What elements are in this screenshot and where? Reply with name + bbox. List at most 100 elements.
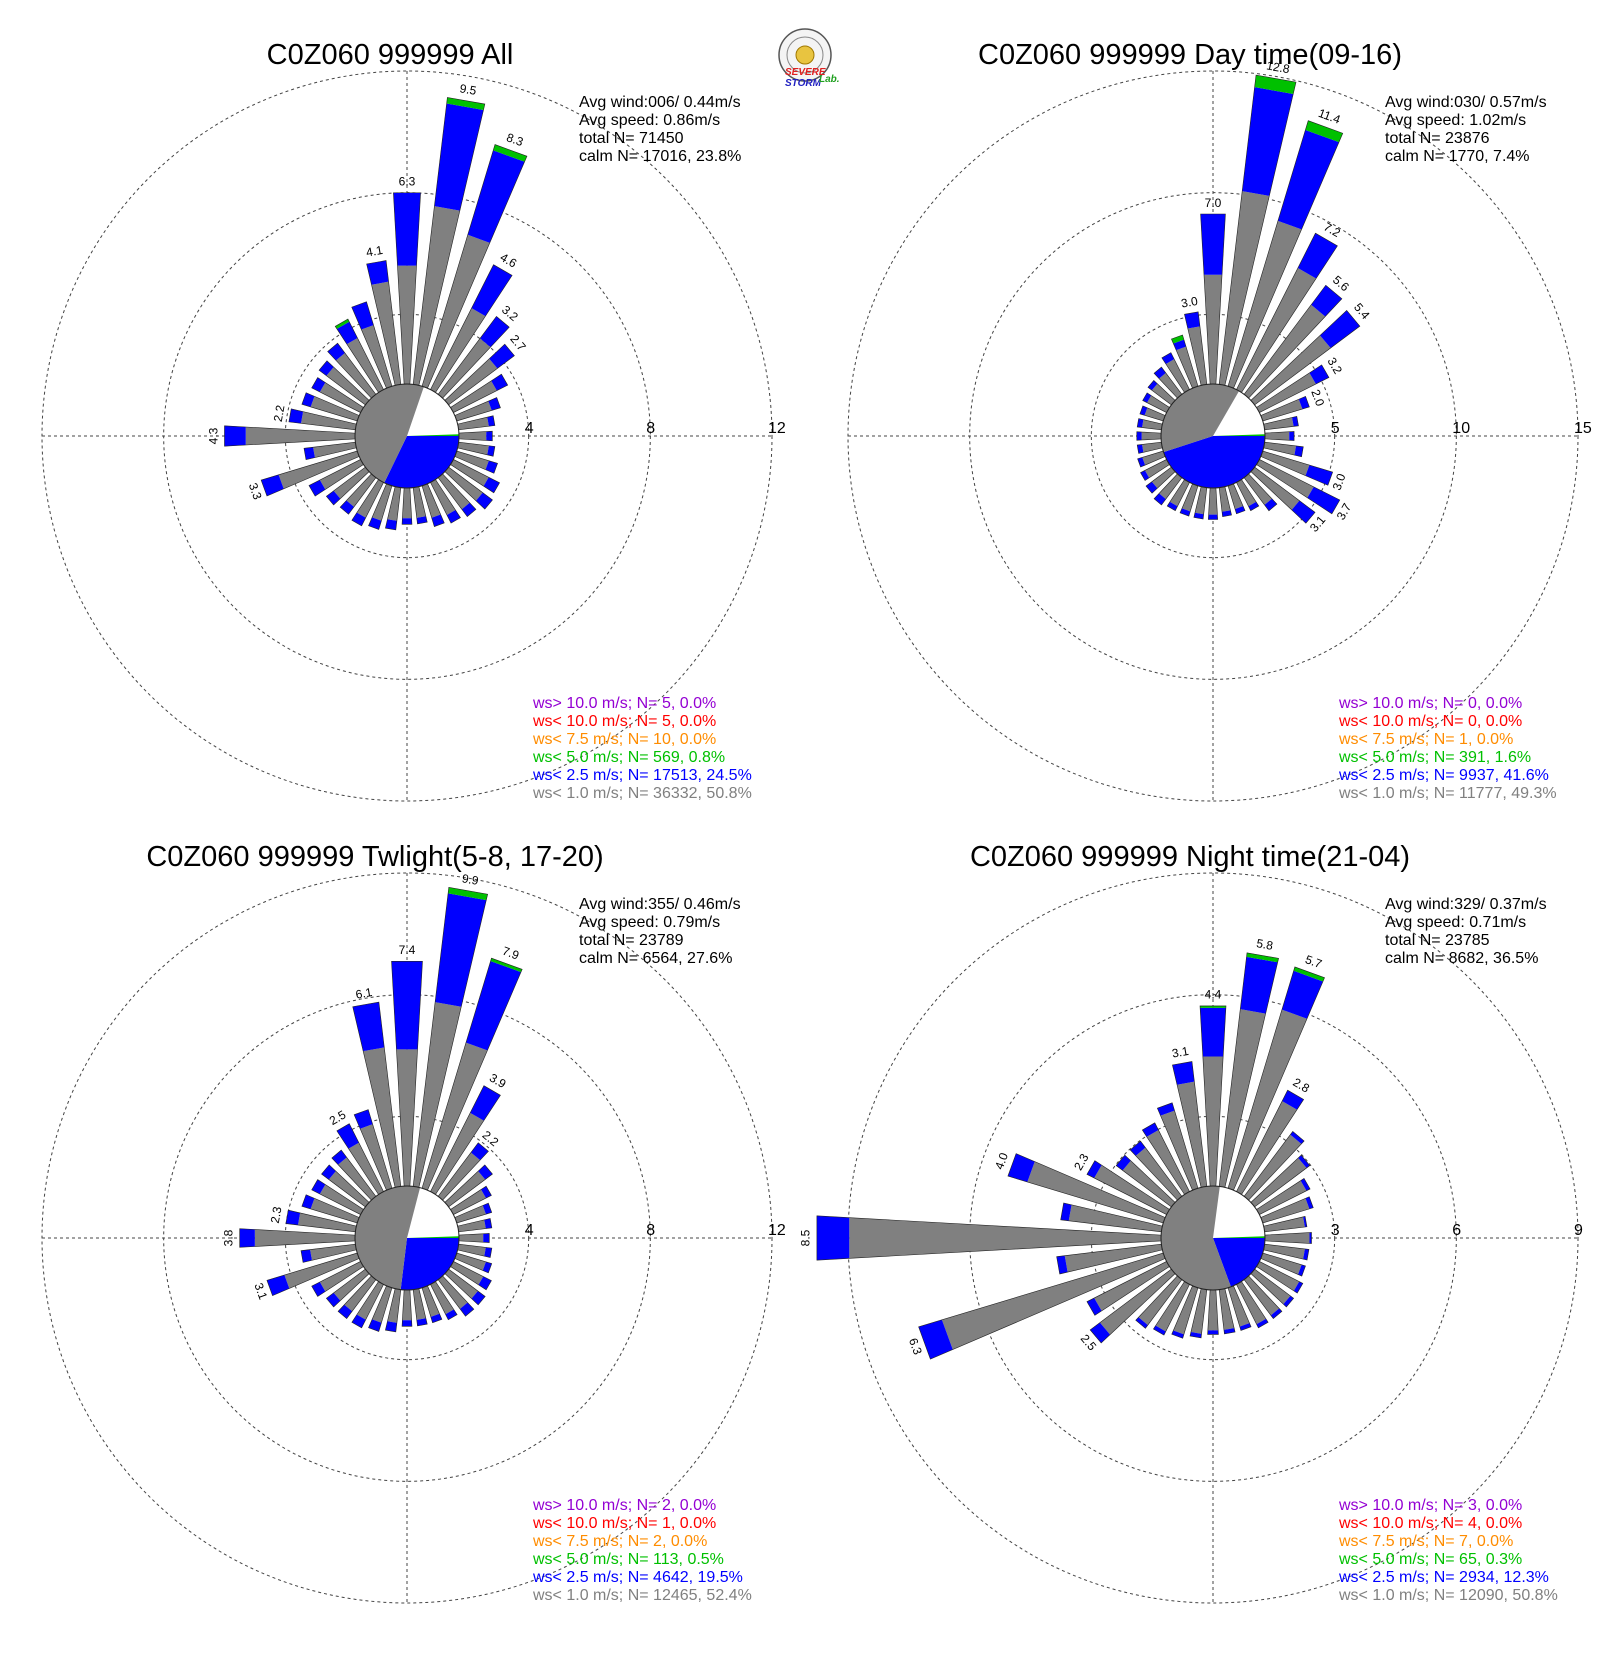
wind-bar-segment bbox=[454, 1253, 486, 1271]
wind-bar-segment bbox=[413, 1288, 426, 1320]
wind-bar-segment bbox=[366, 260, 389, 285]
wind-bar-segment bbox=[402, 1289, 412, 1321]
wind-bar-segment bbox=[1086, 1298, 1102, 1316]
wind-bar-segment bbox=[1142, 419, 1163, 430]
wind-bar-segment bbox=[1244, 1134, 1302, 1201]
stat-line: total N= 23785 bbox=[1385, 932, 1490, 949]
calm-sector-gray bbox=[355, 1186, 421, 1290]
wind-bar-segment bbox=[1219, 486, 1231, 512]
wind-rose-panel: C0Z060 999999 Night time(21-04) 3 6 9 4.4 5.8… bbox=[798, 841, 1583, 1604]
wind-bar-segment bbox=[941, 1253, 1166, 1350]
stat-line: total N= 23876 bbox=[1385, 130, 1490, 147]
wind-bar-segment bbox=[1260, 1198, 1310, 1223]
legend-entry: ws< 2.5 m/s; N= 4642, 19.5% bbox=[532, 1569, 743, 1586]
wind-bar-segment bbox=[446, 97, 485, 110]
wind-bar-segment bbox=[1264, 1232, 1310, 1244]
wind-bar-segment bbox=[1187, 326, 1207, 386]
legend-entry: ws> 10.0 m/s; N= 5, 0.0% bbox=[532, 695, 716, 712]
wind-bar-segment bbox=[285, 1210, 301, 1225]
wind-bar-segment bbox=[1151, 383, 1176, 405]
wind-bar-segment bbox=[471, 264, 513, 317]
wind-bar-segment bbox=[1289, 431, 1295, 441]
wind-bar-segment bbox=[1281, 970, 1323, 1019]
wind-bar-segment bbox=[1283, 1295, 1294, 1307]
wind-bar-segment bbox=[328, 1171, 370, 1207]
wind-bar-segment bbox=[1236, 1281, 1266, 1325]
wind-bar-segment bbox=[1094, 1165, 1170, 1215]
wind-bar-segment bbox=[1250, 1269, 1291, 1305]
wind-bar-segment bbox=[387, 1288, 401, 1323]
wind-bar-segment bbox=[1239, 1323, 1252, 1331]
bar-value-label: 4.1 bbox=[365, 243, 384, 260]
wind-bar-segment bbox=[1311, 285, 1342, 317]
wind-bar-segment bbox=[371, 281, 401, 386]
tick-label: 15 bbox=[1574, 420, 1592, 437]
wind-bar-segment bbox=[1172, 1061, 1195, 1085]
wind-bar-segment bbox=[1297, 233, 1338, 279]
wind-bar-segment bbox=[1228, 220, 1302, 389]
wind-bar-segment bbox=[1303, 1216, 1307, 1228]
wind-bar-segment bbox=[356, 479, 384, 518]
calm-sector-blue bbox=[400, 1238, 459, 1291]
wind-bar-segment bbox=[1147, 380, 1158, 391]
wind-bar-segment bbox=[1228, 1009, 1307, 1191]
wind-bar-segment bbox=[467, 150, 525, 243]
wind-bar-segment bbox=[816, 1215, 850, 1261]
stat-line: Avg wind:355/ 0.46m/s bbox=[579, 896, 741, 913]
logo-text-storm: STORM bbox=[785, 78, 822, 89]
wind-bar-segment bbox=[351, 301, 374, 330]
wind-bar-segment bbox=[434, 103, 484, 211]
wind-bar-segment bbox=[1256, 1261, 1300, 1291]
wind-bar-segment bbox=[416, 516, 428, 524]
wind-bar-segment bbox=[478, 1276, 492, 1290]
stat-line: calm N= 17016, 23.8% bbox=[579, 148, 741, 165]
tick-label: 4 bbox=[525, 1222, 534, 1239]
wind-rose-panel: C0Z060 999999 Twlight(5-8, 17-20) 4 8 12 7.4… bbox=[41, 841, 786, 1604]
wind-bar-segment bbox=[1177, 1081, 1207, 1188]
wind-bar-segment bbox=[319, 360, 334, 376]
wind-bar-segment bbox=[1200, 214, 1226, 275]
legend-entry: ws> 10.0 m/s; N= 3, 0.0% bbox=[1338, 1497, 1522, 1514]
wind-bar-segment bbox=[1292, 416, 1299, 427]
wind-bar-segment bbox=[284, 1253, 360, 1289]
wind-bar-segment bbox=[1228, 483, 1244, 510]
wind-bar-segment bbox=[310, 396, 360, 421]
wind-bar-segment bbox=[1260, 399, 1303, 421]
logo-text-severe: SEVERE bbox=[785, 67, 826, 78]
wind-bar-segment bbox=[450, 380, 497, 413]
wind-bar-segment bbox=[457, 1244, 486, 1257]
wind-bar-segment bbox=[438, 1275, 468, 1309]
bar-value-label: 3.0 bbox=[1330, 471, 1349, 492]
legend-entry: ws< 5.0 m/s; N= 569, 0.8% bbox=[532, 749, 725, 766]
calm-circle-outline bbox=[354, 383, 460, 489]
wind-bar-segment bbox=[1142, 392, 1152, 403]
wind-bar-segment bbox=[1208, 487, 1218, 515]
wind-bar-segment bbox=[368, 1319, 382, 1332]
wind-bar-segment bbox=[1256, 1318, 1269, 1328]
wind-bar-segment bbox=[485, 460, 498, 474]
wind-bar-segment bbox=[301, 411, 357, 430]
wind-bar-segment bbox=[422, 1042, 488, 1191]
wind-bar-segment bbox=[1151, 467, 1176, 489]
wind-bar-segment bbox=[1153, 1325, 1166, 1336]
wind-bar-segment bbox=[1305, 1196, 1314, 1209]
wind-bar-segment bbox=[326, 1292, 341, 1307]
wind-bar-segment bbox=[266, 1275, 290, 1296]
tick-label: 3 bbox=[1331, 1222, 1340, 1239]
wind-bar-segment bbox=[1293, 1281, 1303, 1294]
legend-entry: ws< 5.0 m/s; N= 113, 0.5% bbox=[532, 1551, 724, 1568]
wind-bar-segment bbox=[1169, 479, 1190, 507]
wind-bar-segment bbox=[430, 1313, 442, 1323]
wind-bar-segment bbox=[470, 1085, 501, 1121]
wind-bar-segment bbox=[444, 1171, 486, 1207]
wind-bar-segment bbox=[319, 382, 364, 413]
wind-bar-segment bbox=[1250, 335, 1331, 405]
wind-bar-segment bbox=[849, 1217, 1162, 1259]
wind-bar-segment bbox=[481, 1186, 492, 1199]
wind-bar-segment bbox=[1086, 1160, 1102, 1178]
wind-bar-segment bbox=[319, 1184, 364, 1215]
wind-bar-segment bbox=[301, 1249, 312, 1263]
wind-bar-segment bbox=[457, 1219, 486, 1232]
wind-bar-segment bbox=[438, 1152, 481, 1201]
